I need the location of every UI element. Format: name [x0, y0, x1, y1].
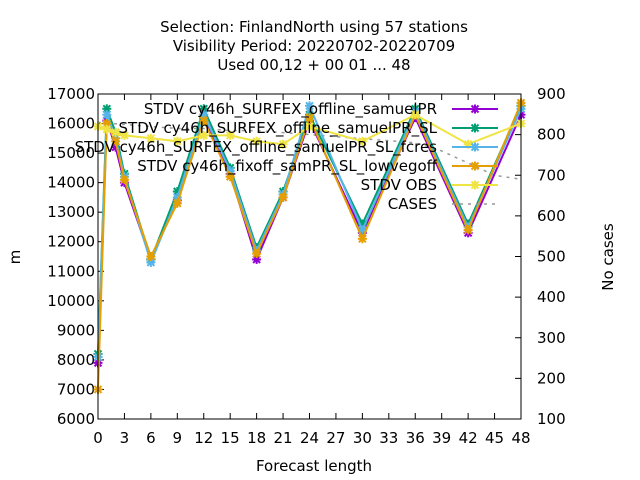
data-point — [172, 198, 182, 208]
y-axis-tick-labels: 6000 7000 8000 9000 10000 11000 12000 13000 1400… — [47, 85, 95, 428]
data-point — [199, 116, 209, 126]
data-point — [102, 110, 112, 120]
y2-tick-label: 300 — [537, 329, 566, 347]
x-axis-label: Forecast length — [256, 457, 372, 475]
y2-tick-label: 800 — [537, 126, 566, 144]
x-tick-label: 12 — [194, 429, 213, 447]
data-point — [102, 124, 112, 134]
data-point — [119, 175, 129, 185]
data-point — [225, 130, 235, 140]
title-line: Visibility Period: 20220702-20220709 — [173, 37, 455, 55]
legend-label: STDV cy46h_fixoff_samPR_SL_lowvegoff — [137, 157, 437, 176]
y2-tick-label: 700 — [537, 166, 566, 184]
data-point — [470, 104, 480, 114]
x-tick-label: 6 — [146, 429, 156, 447]
plot-frame — [97, 93, 522, 420]
title-line: Used 00,12 + 00 01 ... 48 — [217, 56, 410, 74]
data-point — [470, 180, 480, 190]
y2-tick-label: 100 — [537, 410, 566, 428]
x-tick-label: 39 — [432, 429, 451, 447]
data-point — [278, 192, 288, 202]
x-tick-label: 27 — [326, 429, 345, 447]
data-point — [357, 136, 367, 146]
y-tick-label: 10000 — [47, 292, 95, 310]
data-point — [305, 113, 314, 123]
chart-title: Selection: FinlandNorth using 57 station… — [160, 18, 468, 74]
y-tick-label: 16000 — [47, 115, 95, 133]
x-tick-label: 0 — [93, 429, 103, 447]
y2-axis-label: No cases — [599, 223, 617, 291]
data-point — [252, 136, 262, 146]
data-point — [278, 139, 288, 149]
x-tick-label: 21 — [274, 429, 293, 447]
legend-label: STDV cy46h_SURFEX_offline_samuelPR_SL — [119, 119, 438, 138]
data-point — [111, 136, 121, 146]
legend-label: STDV OBS — [361, 176, 437, 194]
data-point — [225, 172, 235, 182]
x-tick-label: 15 — [221, 429, 240, 447]
x-tick-label: 9 — [173, 429, 183, 447]
data-point — [199, 130, 209, 140]
y-tick-label: 17000 — [47, 85, 95, 103]
data-point — [146, 252, 156, 261]
data-point — [146, 133, 156, 143]
y2-axis-tick-labels: 100 200 300 400 500 600 700 800 900 — [537, 85, 566, 428]
data-point — [410, 110, 420, 120]
y2-tick-label: 200 — [537, 369, 566, 387]
y-tick-label: 9000 — [57, 321, 95, 339]
title-line: Selection: FinlandNorth using 57 station… — [160, 18, 468, 36]
data-point — [470, 123, 480, 133]
x-tick-label: 24 — [300, 429, 319, 447]
y2-tick-label: 400 — [537, 288, 566, 306]
legend-label: STDV cy46h_SURFEX_offline_samuelPR_SL_fc… — [75, 138, 438, 157]
y-tick-label: 13000 — [47, 203, 95, 221]
data-point — [172, 136, 182, 146]
x-tick-label: 36 — [406, 429, 425, 447]
y-tick-label: 11000 — [47, 262, 95, 280]
y-axis-label: m — [6, 250, 24, 265]
series — [93, 110, 526, 149]
x-axis-tick-labels: 0 3 6 9 12 15 18 21 24 27 30 33 36 39 42 45 48 — [93, 429, 530, 447]
data-point — [119, 130, 129, 140]
data-point — [305, 122, 314, 131]
data-point — [357, 234, 367, 244]
y2-tick-label: 900 — [537, 85, 566, 103]
x-tick-label: 18 — [247, 429, 266, 447]
y-tick-label: 14000 — [47, 174, 95, 192]
data-point — [463, 225, 473, 235]
x-tick-label: 30 — [353, 429, 372, 447]
data-point — [470, 142, 480, 152]
data-point — [470, 161, 480, 171]
data-point — [305, 101, 314, 111]
y2-tick-label: 500 — [537, 248, 566, 266]
x-tick-label: 3 — [120, 429, 130, 447]
x-tick-label: 45 — [485, 429, 504, 447]
x-tick-label: 42 — [459, 429, 478, 447]
legend-label: CASES — [388, 195, 437, 213]
y-tick-label: 6000 — [57, 410, 95, 428]
legend-label: STDV cy46h_SURFEX_offline_samuelPR — [144, 100, 437, 119]
y-tick-label: 7000 — [57, 380, 95, 398]
y2-tick-label: 600 — [537, 207, 566, 225]
y-tick-label: 15000 — [47, 144, 95, 162]
y-tick-label: 8000 — [57, 351, 95, 369]
data-point — [111, 127, 121, 137]
data-point — [252, 249, 262, 259]
y-tick-label: 12000 — [47, 233, 95, 251]
x-tick-label: 33 — [379, 429, 398, 447]
x-tick-label: 48 — [511, 429, 530, 447]
